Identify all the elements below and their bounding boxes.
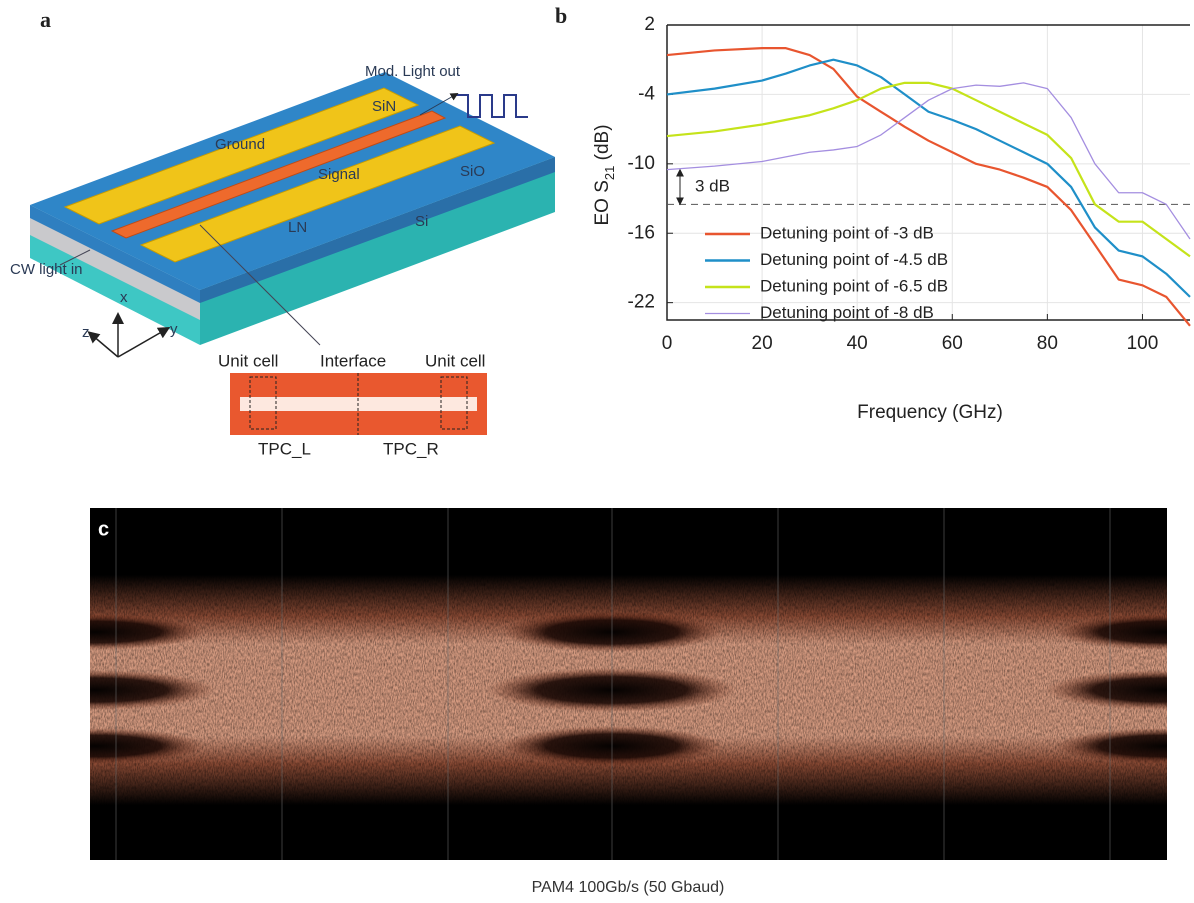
legend-label: Detuning point of -3 dB bbox=[760, 223, 934, 242]
legend-label: Detuning point of -8 dB bbox=[760, 303, 934, 322]
label: SiO bbox=[460, 163, 485, 180]
label: SiN bbox=[372, 98, 396, 115]
axis-label: z bbox=[82, 324, 90, 341]
x-tick-label: 20 bbox=[752, 333, 773, 354]
caption: PAM4 100Gb/s (50 Gbaud) bbox=[532, 879, 725, 896]
x-tick-label: 0 bbox=[662, 333, 673, 354]
label: Ground bbox=[215, 136, 265, 153]
axis-label: x bbox=[120, 289, 128, 306]
y-tick-label: -22 bbox=[628, 292, 655, 313]
panel-a: a Mod. Light out SiN Ground Signal SiO L… bbox=[10, 7, 555, 458]
label: Signal bbox=[318, 166, 360, 183]
y-tick-label: 2 bbox=[644, 14, 655, 35]
y-tick-label: -16 bbox=[628, 222, 655, 243]
panel-label: c bbox=[98, 518, 109, 540]
y-tick-label: -4 bbox=[638, 83, 655, 104]
axis-label: y bbox=[170, 321, 178, 338]
legend-label: Detuning point of -6.5 dB bbox=[760, 276, 948, 295]
figure: a Mod. Light out SiN Ground Signal SiO L… bbox=[0, 0, 1194, 903]
x-tick-label: 40 bbox=[847, 333, 868, 354]
label: Si bbox=[415, 213, 428, 230]
x-tick-label: 100 bbox=[1127, 333, 1159, 354]
inset-label: Interface bbox=[320, 351, 386, 370]
annotation-text: 3 dB bbox=[695, 176, 730, 195]
label: CW light in bbox=[10, 261, 83, 278]
legend-label: Detuning point of -4.5 dB bbox=[760, 250, 948, 269]
label: LN bbox=[288, 219, 307, 236]
label: Mod. Light out bbox=[365, 63, 461, 80]
panel-c: c PAM4 100Gb/s (50 Gbaud) bbox=[0, 508, 1194, 896]
page: { "panel_a": { "label": "a", "mod_light_… bbox=[0, 0, 1194, 903]
panel-label: a bbox=[40, 7, 51, 32]
axes-icon bbox=[92, 318, 165, 357]
inset-label: TPC_R bbox=[383, 439, 439, 458]
x-tick-label: 60 bbox=[942, 333, 963, 354]
panel-b: b Frequency (GHz) EO S21 (dB) 0 20 40 60 80 1… bbox=[555, 3, 1190, 423]
inset-label: Unit cell bbox=[218, 351, 278, 370]
panel-label: b bbox=[555, 3, 567, 28]
y-axis-label: EO S21 (dB) bbox=[592, 124, 617, 225]
x-axis-label: Frequency (GHz) bbox=[857, 402, 1003, 423]
y-tick-label: -10 bbox=[628, 153, 655, 174]
inset-label: Unit cell bbox=[425, 351, 485, 370]
y-axis-label-main: EO S bbox=[592, 180, 613, 225]
x-tick-label: 80 bbox=[1037, 333, 1058, 354]
y-axis-label-unit: (dB) bbox=[592, 124, 613, 165]
inset-label: TPC_L bbox=[258, 439, 311, 458]
y-axis-label-sub: 21 bbox=[602, 166, 617, 180]
